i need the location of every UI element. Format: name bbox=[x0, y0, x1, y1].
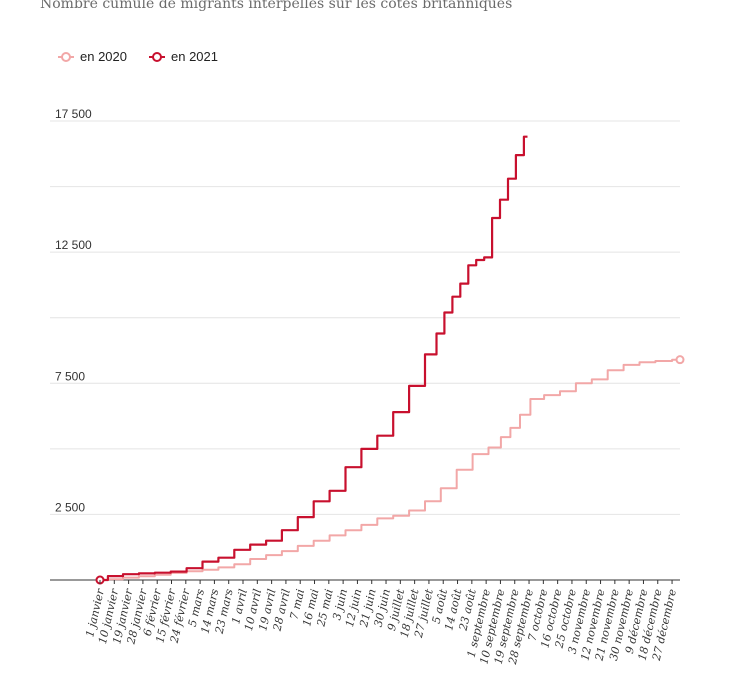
series-line-2020 bbox=[100, 358, 680, 581]
chart-legend: en 2020 en 2021 bbox=[58, 49, 218, 64]
legend-swatch-2021-icon bbox=[149, 51, 165, 63]
series-end-point-2020 bbox=[675, 355, 685, 365]
series-line-2021 bbox=[100, 135, 528, 582]
y-tick-label: 7 500 bbox=[55, 369, 85, 383]
legend-item-2021[interactable]: en 2021 bbox=[149, 49, 218, 64]
legend-item-2020[interactable]: en 2020 bbox=[58, 49, 127, 64]
y-tick-label: 2 500 bbox=[55, 500, 85, 514]
y-tick-label: 17 500 bbox=[55, 107, 92, 121]
y-tick-label: 12 500 bbox=[55, 238, 92, 252]
legend-label-2020: en 2020 bbox=[80, 49, 127, 64]
legend-swatch-2020-icon bbox=[58, 51, 74, 63]
legend-label-2021: en 2021 bbox=[171, 49, 218, 64]
chart-title: Nombre cumulé de migrants interpellés su… bbox=[40, 0, 513, 12]
